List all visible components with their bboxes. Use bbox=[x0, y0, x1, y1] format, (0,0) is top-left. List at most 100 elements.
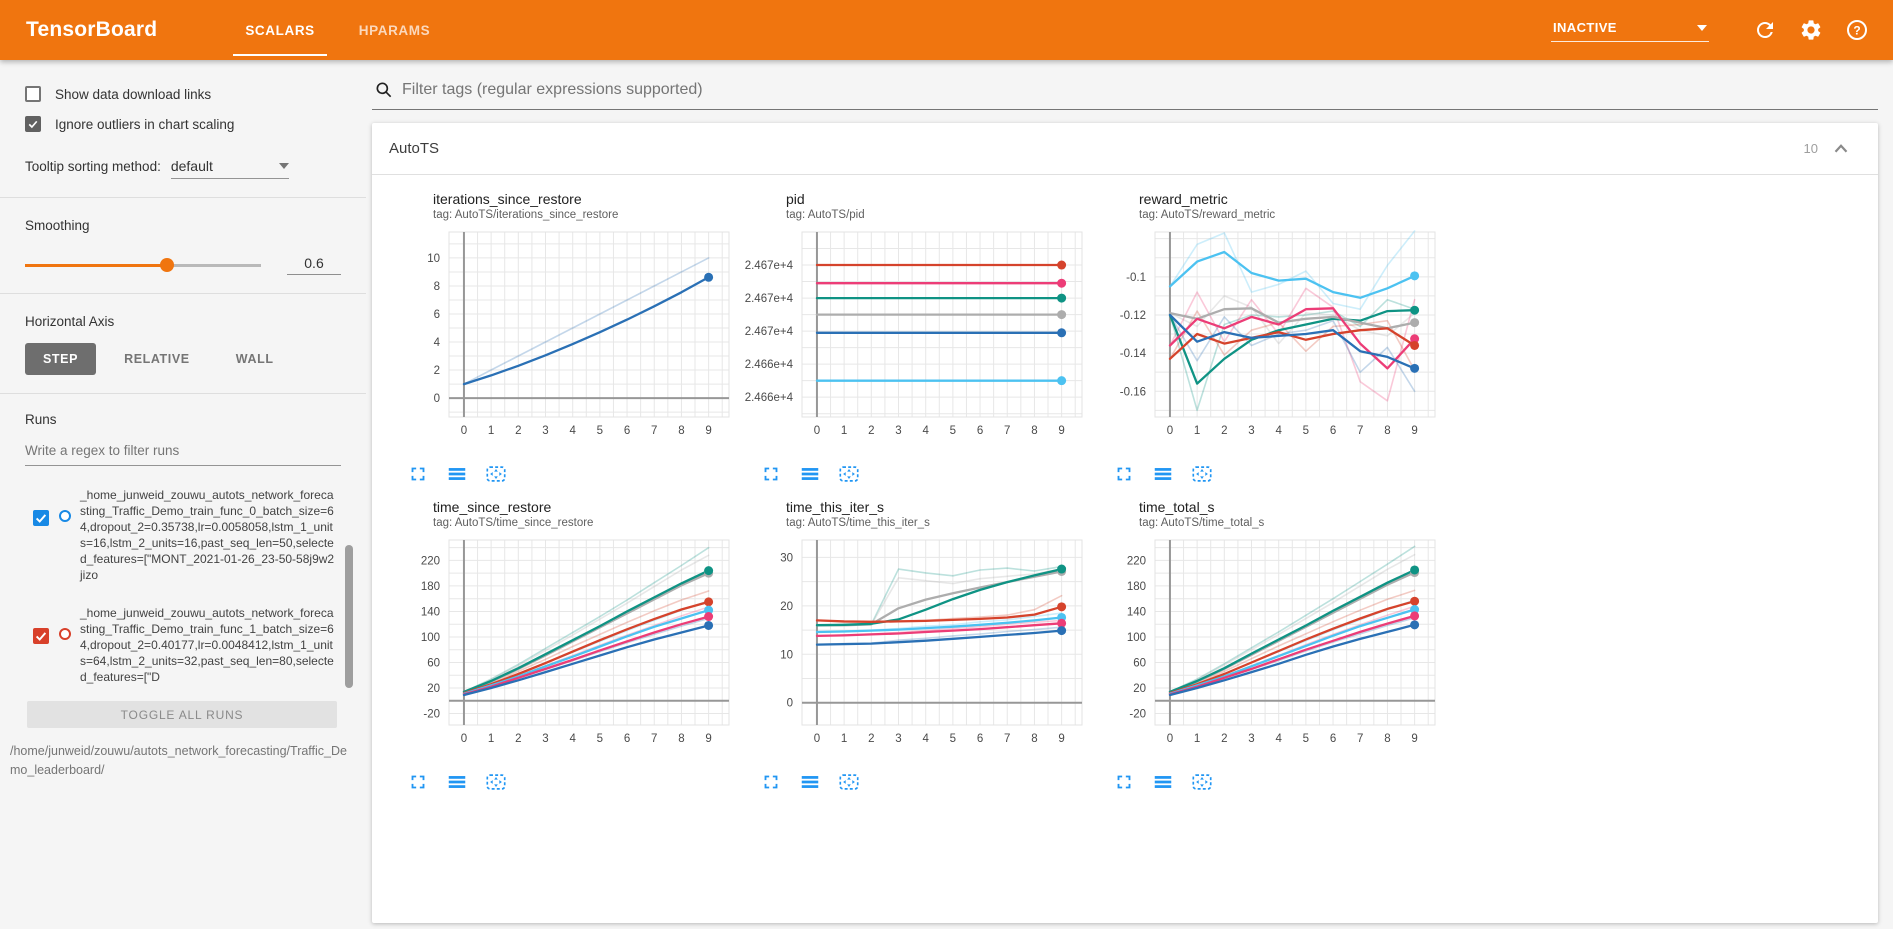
run-item[interactable]: _home_junweid_zouwu_autots_network_forec… bbox=[25, 488, 341, 584]
expand-chart-icon[interactable] bbox=[407, 463, 429, 485]
expand-chart-icon[interactable] bbox=[1113, 771, 1135, 793]
help-icon[interactable]: ? bbox=[1845, 18, 1869, 42]
chart-title: iterations_since_restore bbox=[433, 191, 582, 207]
svg-text:8: 8 bbox=[1031, 733, 1037, 745]
smoothing-slider-thumb[interactable] bbox=[159, 258, 174, 272]
fit-domain-icon[interactable] bbox=[1191, 463, 1213, 485]
svg-text:3: 3 bbox=[542, 733, 548, 745]
data-status-dropdown[interactable]: INACTIVE bbox=[1551, 18, 1709, 42]
svg-text:100: 100 bbox=[1127, 632, 1146, 644]
svg-text:2.466e+4: 2.466e+4 bbox=[745, 392, 794, 404]
axis-step-button[interactable]: STEP bbox=[25, 343, 97, 375]
fit-domain-icon[interactable] bbox=[485, 463, 507, 485]
scalar-chart-card: time_this_iter_s tag: AutoTS/time_this_i… bbox=[738, 499, 1091, 793]
autots-section-header[interactable]: AutoTS 10 bbox=[372, 123, 1878, 175]
run-checkbox[interactable] bbox=[33, 510, 49, 526]
collapse-section-icon[interactable] bbox=[1830, 138, 1852, 160]
chart-plot[interactable]: 0 1 2 3 4 5 6 7 8 9 30 20 10 0 bbox=[738, 535, 1091, 765]
show-download-links-checkbox[interactable] bbox=[25, 86, 41, 102]
svg-text:5: 5 bbox=[950, 425, 956, 437]
runs-filter-input[interactable] bbox=[25, 437, 341, 466]
expand-chart-icon[interactable] bbox=[1113, 463, 1135, 485]
svg-text:5: 5 bbox=[1303, 733, 1309, 745]
run-item[interactable]: _home_junweid_zouwu_autots_network_forec… bbox=[25, 606, 341, 686]
svg-text:8: 8 bbox=[678, 425, 684, 437]
svg-text:7: 7 bbox=[651, 733, 657, 745]
svg-text:1: 1 bbox=[841, 733, 847, 745]
svg-text:1: 1 bbox=[488, 733, 494, 745]
smoothing-slider[interactable] bbox=[25, 258, 261, 272]
scalar-chart-card: iterations_since_restore tag: AutoTS/ite… bbox=[385, 191, 738, 485]
axis-wall-button[interactable]: WALL bbox=[235, 352, 274, 366]
svg-text:9: 9 bbox=[1058, 733, 1064, 745]
svg-text:0: 0 bbox=[814, 733, 820, 745]
svg-text:4: 4 bbox=[922, 733, 929, 745]
chart-plot[interactable]: 0 1 2 3 4 5 6 7 8 9 0 2 4 6 8 10 bbox=[385, 227, 738, 457]
svg-text:2: 2 bbox=[1221, 733, 1227, 745]
fit-domain-icon[interactable] bbox=[838, 463, 860, 485]
chart-plot[interactable]: 0 1 2 3 4 5 6 7 8 9 220 180 140 100 60 20 -20 bbox=[385, 535, 738, 765]
svg-text:-20: -20 bbox=[423, 709, 440, 721]
svg-text:3: 3 bbox=[1248, 425, 1254, 437]
settings-gear-icon[interactable] bbox=[1799, 18, 1823, 42]
svg-text:140: 140 bbox=[421, 606, 440, 618]
svg-text:7: 7 bbox=[1357, 733, 1363, 745]
fit-domain-icon[interactable] bbox=[485, 771, 507, 793]
toggle-y-axis-icon[interactable] bbox=[799, 463, 821, 485]
toggle-y-axis-icon[interactable] bbox=[799, 771, 821, 793]
toggle-y-axis-icon[interactable] bbox=[1152, 463, 1174, 485]
svg-text:9: 9 bbox=[1411, 733, 1417, 745]
svg-text:9: 9 bbox=[705, 733, 711, 745]
svg-text:3: 3 bbox=[895, 425, 901, 437]
scalar-chart-card: pid tag: AutoTS/pid 0 1 2 3 4 5 6 7 8 9 2.467e+4 2.… bbox=[738, 191, 1091, 485]
run-name: _home_junweid_zouwu_autots_network_forec… bbox=[80, 488, 335, 582]
svg-text:1: 1 bbox=[841, 425, 847, 437]
filter-tags-input[interactable] bbox=[402, 81, 1878, 99]
svg-text:1: 1 bbox=[488, 425, 494, 437]
svg-text:10: 10 bbox=[780, 649, 793, 661]
svg-text:1: 1 bbox=[1194, 425, 1200, 437]
chart-plot[interactable]: 0 1 2 3 4 5 6 7 8 9 -0.1 -0.12 -0.14 -0.16 bbox=[1091, 227, 1444, 457]
chart-plot[interactable]: 0 1 2 3 4 5 6 7 8 9 2.467e+4 2.467e+4 2.467e+4 2.466e… bbox=[738, 227, 1091, 457]
toggle-y-axis-icon[interactable] bbox=[446, 771, 468, 793]
fit-domain-icon[interactable] bbox=[1191, 771, 1213, 793]
tab-scalars[interactable]: SCALARS bbox=[223, 0, 336, 60]
tooltip-sorting-select[interactable]: default bbox=[170, 158, 289, 179]
run-isolate-radio[interactable] bbox=[59, 510, 71, 522]
svg-text:3: 3 bbox=[1248, 733, 1254, 745]
chart-title: reward_metric bbox=[1139, 191, 1228, 207]
tab-hparams[interactable]: HPARAMS bbox=[337, 0, 452, 60]
expand-chart-icon[interactable] bbox=[407, 771, 429, 793]
svg-text:20: 20 bbox=[427, 683, 440, 695]
tab-scalars-label: SCALARS bbox=[245, 22, 315, 38]
ignore-outliers-checkbox[interactable] bbox=[25, 116, 41, 132]
logdir-path: /home/junweid/zouwu/autots_network_forec… bbox=[10, 744, 347, 778]
run-checkbox[interactable] bbox=[33, 627, 49, 644]
tooltip-sorting-label: Tooltip sorting method: bbox=[25, 159, 161, 174]
ignore-outliers-checkbox-row[interactable]: Ignore outliers in chart scaling bbox=[25, 116, 341, 132]
svg-text:2.467e+4: 2.467e+4 bbox=[745, 326, 794, 338]
svg-text:6: 6 bbox=[1330, 425, 1336, 437]
chart-title: time_since_restore bbox=[433, 499, 552, 515]
svg-text:7: 7 bbox=[1004, 425, 1010, 437]
svg-text:8: 8 bbox=[1031, 425, 1037, 437]
show-download-links-checkbox-row[interactable]: Show data download links bbox=[25, 86, 341, 102]
run-isolate-radio[interactable] bbox=[59, 627, 71, 640]
toggle-all-runs-button[interactable]: TOGGLE ALL RUNS bbox=[27, 701, 337, 729]
expand-chart-icon[interactable] bbox=[760, 771, 782, 793]
chart-tag: tag: AutoTS/pid bbox=[786, 209, 865, 221]
charts-grid: iterations_since_restore tag: AutoTS/ite… bbox=[372, 175, 1878, 793]
axis-relative-button[interactable]: RELATIVE bbox=[124, 352, 190, 366]
toggle-y-axis-icon[interactable] bbox=[446, 463, 468, 485]
fit-domain-icon[interactable] bbox=[838, 771, 860, 793]
smoothing-value[interactable]: 0.6 bbox=[287, 255, 341, 275]
toggle-y-axis-icon[interactable] bbox=[1152, 771, 1174, 793]
refresh-icon[interactable] bbox=[1753, 18, 1777, 42]
svg-text:1: 1 bbox=[1194, 733, 1200, 745]
expand-chart-icon[interactable] bbox=[760, 463, 782, 485]
sidebar-scrollbar[interactable] bbox=[345, 545, 353, 688]
svg-text:6: 6 bbox=[434, 309, 440, 321]
show-download-links-label: Show data download links bbox=[55, 86, 212, 102]
chart-plot[interactable]: 0 1 2 3 4 5 6 7 8 9 220 180 140 100 60 20 -20 bbox=[1091, 535, 1444, 765]
smoothing-label: Smoothing bbox=[25, 218, 90, 233]
